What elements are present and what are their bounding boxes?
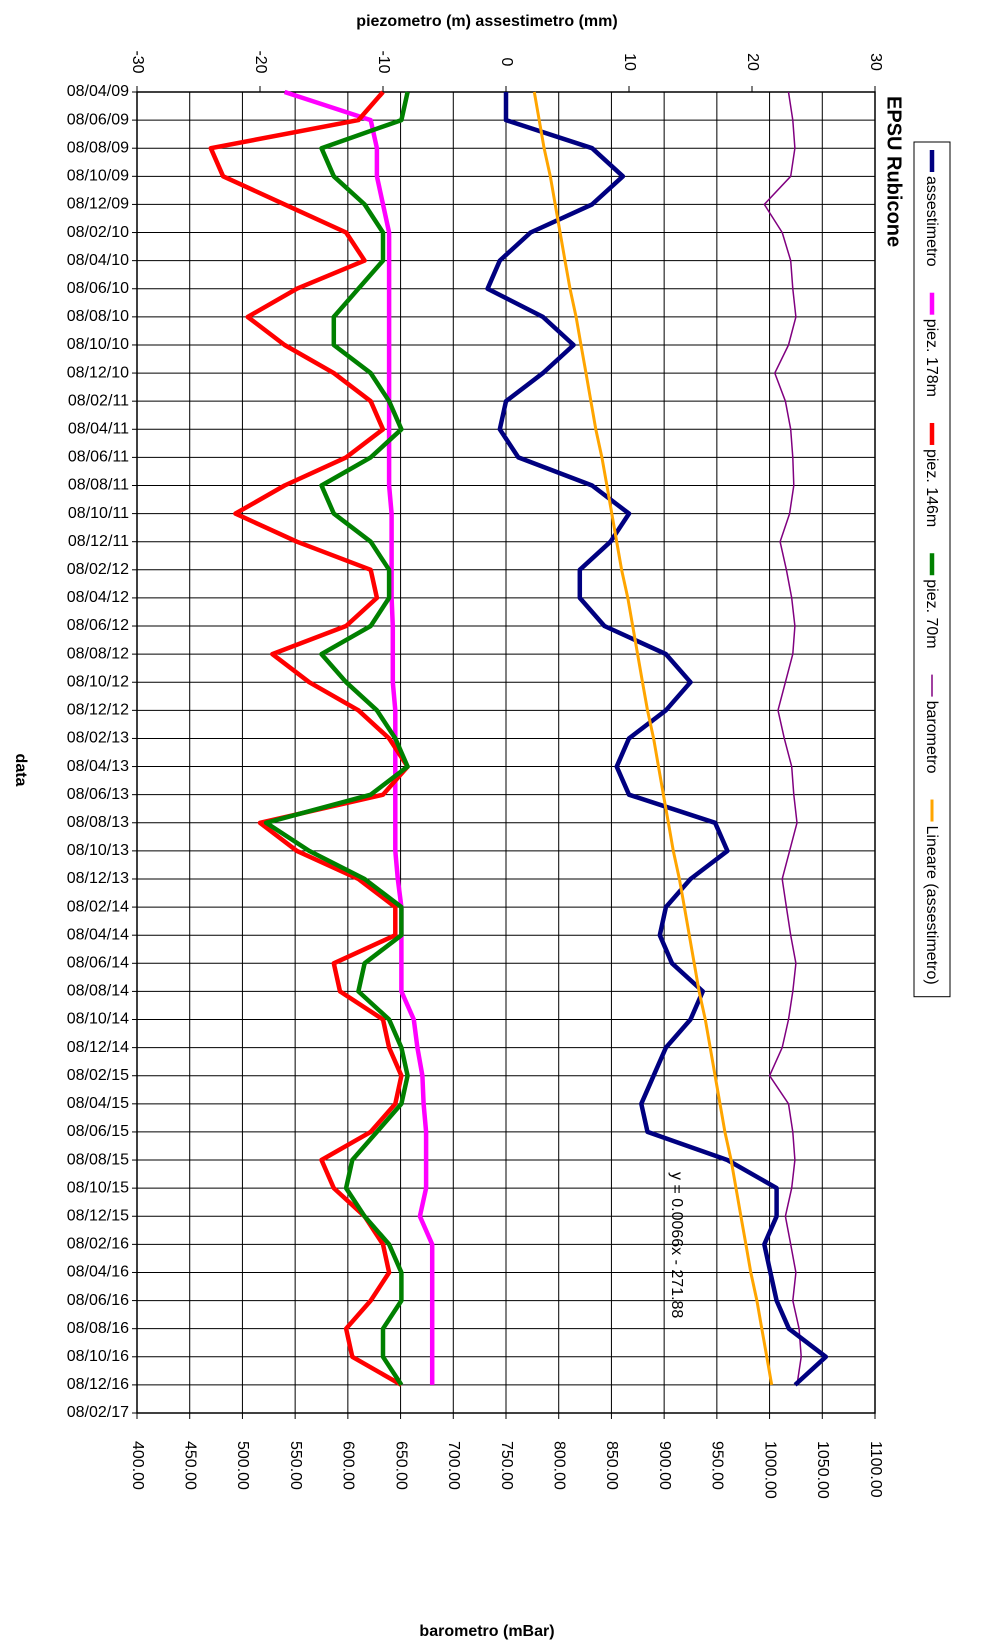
legend-label: Lineare (assestimetro) (923, 826, 940, 985)
legend-label: barometro (923, 701, 940, 774)
date-tick-label: 08/08/09 (67, 139, 129, 156)
date-tick-label: 08/10/13 (67, 842, 129, 859)
date-tick-label: 08/06/12 (67, 617, 129, 634)
date-tick-label: 08/08/14 (67, 983, 129, 1000)
date-tick-label: 08/02/11 (68, 392, 129, 409)
date-tick-label: 08/12/11 (68, 533, 129, 550)
date-tick-label: 08/10/10 (67, 336, 129, 353)
date-tick-label: 08/02/14 (67, 898, 129, 915)
date-tick-label: 08/12/10 (67, 364, 129, 381)
bottom-tick-label: 550.00 (287, 1441, 304, 1490)
series-layer (208, 89, 829, 1387)
bottom-tick-label: 1100.00 (867, 1441, 884, 1498)
date-tick-label: 08/02/16 (67, 1236, 129, 1253)
bottom-tick-label: 400.00 (129, 1441, 146, 1490)
bottom-axis-title: barometro (mBar) (419, 1623, 554, 1640)
date-tick-label: 08/10/14 (67, 1011, 129, 1028)
date-tick-label: 08/04/16 (67, 1264, 129, 1281)
date-tick-label: 08/04/10 (67, 252, 129, 269)
date-tick-label: 08/12/16 (67, 1376, 129, 1393)
legend: assestimetro piez. 178m piez. 146m piez. 70… (913, 141, 951, 998)
top-axis-title: piezometro (m) assestimetro (mm) (356, 13, 617, 30)
date-tick-label: 08/12/12 (67, 702, 129, 719)
date-tick-label: 08/12/13 (67, 870, 129, 887)
series-line (532, 91, 774, 1386)
date-tick-label: 08/08/13 (67, 814, 129, 831)
top-tick-label: -20 (252, 50, 269, 73)
bottom-tick-label: 750.00 (498, 1441, 515, 1490)
date-tick-label: 08/02/13 (67, 730, 129, 747)
top-tick-label: 10 (621, 53, 638, 71)
date-tick-label: 08/08/10 (67, 308, 129, 325)
legend-label: assestimetro (923, 176, 940, 267)
date-tick-label: 08/10/15 (67, 1179, 129, 1196)
date-tick-label: 08/06/16 (67, 1292, 129, 1309)
date-tick-label: 08/02/12 (67, 561, 129, 578)
bottom-tick-label: 500.00 (234, 1441, 251, 1490)
date-tick-label: 08/04/15 (67, 1095, 129, 1112)
bottom-tick-label: 950.00 (709, 1441, 726, 1490)
date-tick-label: 08/10/16 (67, 1348, 129, 1365)
chart-title: EPSU Rubicone (883, 96, 905, 247)
bottom-tick-label: 800.00 (550, 1441, 567, 1490)
bottom-tick-label: 650.00 (392, 1441, 409, 1490)
date-tick-label: 08/06/11 (68, 449, 129, 466)
bottom-tick-label: 1000.00 (761, 1441, 778, 1499)
date-tick-label: 08/10/09 (67, 168, 129, 185)
date-tick-label: 08/10/11 (68, 505, 129, 522)
date-tick-label: 08/08/12 (67, 645, 129, 662)
top-tick-label: 20 (744, 53, 761, 71)
date-tick-label: 08/08/15 (67, 1151, 129, 1168)
date-tick-label: 08/06/15 (67, 1123, 129, 1140)
date-tick-label: 08/04/13 (67, 758, 129, 775)
bottom-tick-label: 900.00 (656, 1441, 673, 1490)
date-tick-label: 08/12/15 (67, 1207, 129, 1224)
date-tick-label: 08/06/13 (67, 786, 129, 803)
bottom-tick-label: 700.00 (445, 1441, 462, 1490)
top-tick-label: -30 (129, 50, 146, 73)
bottom-tick-label: 1050.00 (814, 1441, 831, 1499)
date-tick-label: 08/10/12 (67, 673, 129, 690)
bottom-tick-label: 600.00 (340, 1441, 357, 1490)
top-tick-label: 30 (867, 53, 884, 71)
date-tick-label: 08/02/10 (67, 224, 129, 241)
bottom-tick-label: 450.00 (181, 1441, 198, 1490)
series-line (263, 91, 410, 1387)
series-line (763, 91, 802, 1386)
date-tick-label: 08/12/14 (67, 1039, 129, 1056)
date-tick-label: 08/06/09 (67, 111, 129, 128)
top-tick-label: -10 (375, 50, 392, 73)
date-tick-label: 08/08/11 (68, 477, 129, 494)
date-tick-label: 08/08/16 (67, 1320, 129, 1337)
date-tick-label: 08/12/09 (67, 196, 129, 213)
top-tick-label: 0 (498, 58, 515, 67)
date-tick-label: 08/04/12 (67, 589, 129, 606)
date-tick-label: 08/04/11 (68, 420, 129, 437)
legend-label: piez. 70m (923, 579, 940, 648)
date-axis-title: data (12, 754, 29, 787)
series-line (485, 92, 829, 1387)
date-tick-label: 08/02/15 (67, 1067, 129, 1084)
date-tick-label: 08/06/14 (67, 955, 129, 972)
legend-label: piez. 178m (923, 319, 940, 397)
date-tick-label: 08/06/10 (67, 280, 129, 297)
trend-annotation: y = 0.0066x - 271.88 (668, 1172, 685, 1318)
series-line (208, 90, 410, 1387)
date-tick-label: 08/04/09 (67, 83, 129, 100)
date-tick-label: 08/02/17 (67, 1404, 129, 1421)
bottom-tick-label: 850.00 (603, 1441, 620, 1490)
date-tick-label: 08/04/14 (67, 926, 129, 943)
legend-label: piez. 146m (923, 449, 940, 527)
